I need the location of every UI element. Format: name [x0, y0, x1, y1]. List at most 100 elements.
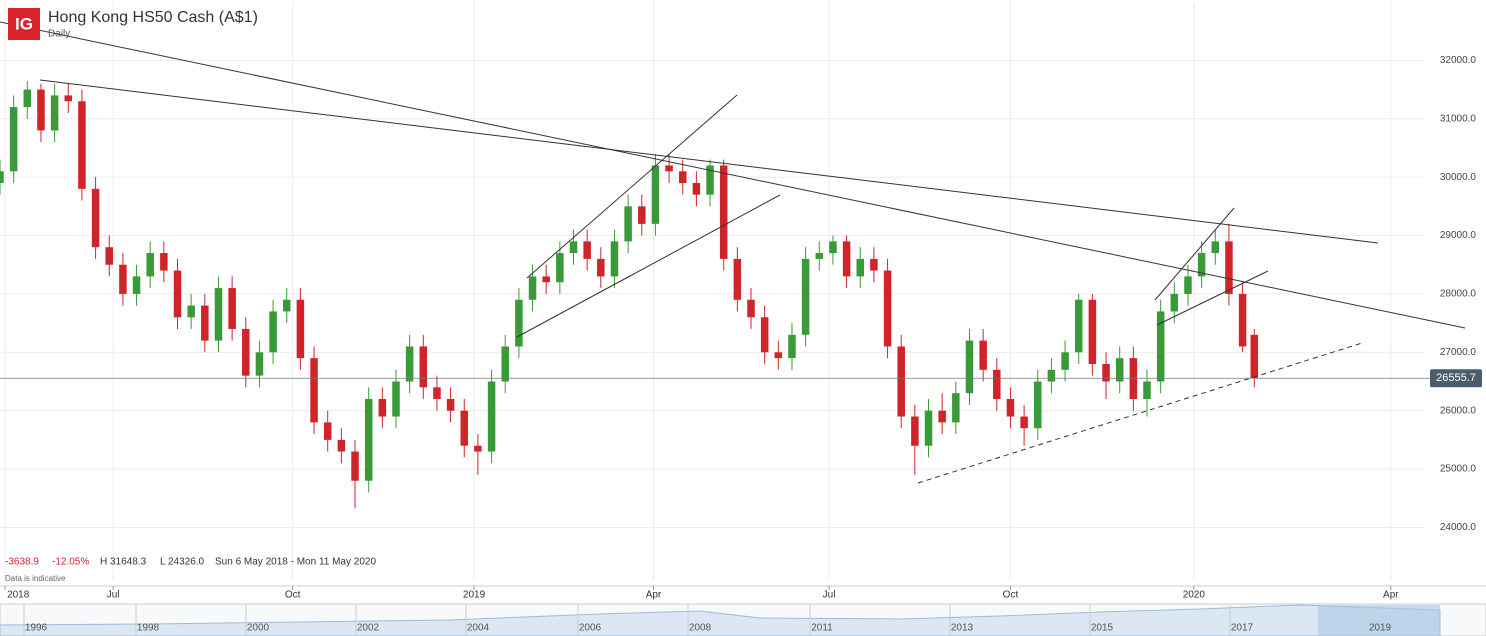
- candle-body: [187, 305, 195, 318]
- trend-line: [917, 342, 1363, 484]
- navigator-window: [1318, 605, 1440, 636]
- candle-body: [597, 258, 605, 277]
- x-tick-label: Jul: [107, 590, 120, 601]
- x-tick-label: Apr: [646, 590, 662, 601]
- logo-text: IG: [15, 14, 33, 33]
- grid: [0, 2, 1424, 580]
- chart-title: Hong Kong HS50 Cash (A$1): [48, 9, 258, 26]
- candle-body: [1088, 299, 1097, 364]
- y-tick-label: 32000.0: [1440, 55, 1477, 66]
- candle-body: [1197, 253, 1206, 277]
- candle-body: [1102, 363, 1110, 382]
- candle-body: [1061, 352, 1069, 370]
- candle-body: [1211, 241, 1220, 254]
- candle-body: [1034, 381, 1042, 429]
- candle-body: [460, 410, 469, 446]
- x-tick-label: Jul: [823, 590, 836, 601]
- navigator-label: 2017: [1231, 623, 1254, 634]
- y-tick-label: 24000.0: [1440, 522, 1477, 533]
- x-tick-label: 2018: [7, 590, 30, 601]
- stat-change-pct: -12.05%: [52, 557, 89, 568]
- trend-lines: [0, 21, 1466, 484]
- candle-body: [37, 89, 45, 131]
- candle-body: [747, 299, 755, 318]
- candle-body: [651, 165, 660, 224]
- x-tick-label: 2019: [463, 590, 486, 601]
- chart-subtitle: Daily: [48, 29, 70, 40]
- candle-body: [515, 299, 523, 347]
- candle-body: [1020, 416, 1028, 429]
- candle-body: [542, 276, 550, 283]
- candle-body: [446, 399, 455, 411]
- navigator-label: 2002: [357, 623, 380, 634]
- candle-body: [201, 305, 209, 341]
- candle-body: [1006, 399, 1015, 417]
- x-tick-label: Apr: [1383, 590, 1399, 601]
- candle-body: [883, 270, 892, 347]
- candle-body: [993, 369, 1001, 400]
- candle-body: [419, 346, 428, 388]
- candle-body: [979, 340, 987, 370]
- y-tick-label: 28000.0: [1440, 289, 1477, 300]
- candle-body: [678, 171, 687, 183]
- candle-body: [78, 101, 86, 189]
- candle-body: [1156, 311, 1165, 382]
- trend-line: [39, 79, 1379, 244]
- candle-body: [337, 439, 346, 452]
- candle-body: [378, 399, 387, 417]
- candle-body: [583, 241, 591, 259]
- x-tick-label: Oct: [285, 590, 301, 601]
- navigator-label: 2000: [247, 623, 270, 634]
- candle-body: [1143, 381, 1151, 400]
- last-price-label: 26555.7: [1436, 372, 1476, 384]
- y-tick-label: 31000.0: [1440, 113, 1477, 124]
- trend-line: [1156, 270, 1269, 326]
- note: Data is indicative: [5, 574, 66, 583]
- navigator-label: 2013: [951, 623, 974, 634]
- trend-line: [1154, 207, 1235, 301]
- candle-body: [815, 253, 824, 259]
- candle-body: [528, 276, 537, 300]
- navigator-label: 2006: [579, 623, 602, 634]
- candle-body: [1250, 334, 1259, 379]
- y-tick-label: 25000.0: [1440, 464, 1477, 475]
- candle-body: [146, 253, 154, 277]
- candle-body: [242, 328, 250, 376]
- stat-change: -3638.9: [5, 557, 39, 568]
- navigator-label: 1996: [25, 623, 48, 634]
- candle-body: [255, 352, 264, 376]
- x-tick-label: Oct: [1003, 590, 1019, 601]
- candle-body: [788, 334, 796, 359]
- x-tick-label: 2020: [1183, 590, 1206, 601]
- y-tick-label: 29000.0: [1440, 230, 1477, 241]
- candle-body: [64, 95, 73, 102]
- trend-line: [526, 94, 738, 279]
- candle-body: [556, 253, 564, 283]
- candle-body: [119, 264, 127, 294]
- candle-body: [310, 358, 318, 423]
- candle-body: [692, 182, 701, 195]
- candle-body: [897, 346, 905, 417]
- candle-body: [760, 317, 769, 353]
- stat-low: L 24326.0: [160, 557, 205, 568]
- candle-body: [624, 206, 632, 242]
- candle-body: [474, 445, 482, 452]
- candle-body: [706, 165, 714, 195]
- candle-body: [173, 270, 182, 318]
- candle-body: [132, 276, 141, 294]
- candle-body: [433, 387, 441, 400]
- candle-body: [952, 393, 960, 423]
- candle-body: [610, 241, 619, 277]
- candle-body: [487, 381, 496, 452]
- trend-line: [0, 21, 1466, 329]
- candle-body: [50, 95, 59, 131]
- candle-body: [0, 171, 4, 183]
- navigator-label: 1998: [137, 623, 160, 634]
- stat-range: Sun 6 May 2018 - Mon 11 May 2020: [215, 557, 376, 568]
- candle-body: [9, 107, 18, 172]
- candle-body: [160, 253, 168, 271]
- candle-body: [23, 89, 32, 108]
- candle-body: [842, 241, 851, 277]
